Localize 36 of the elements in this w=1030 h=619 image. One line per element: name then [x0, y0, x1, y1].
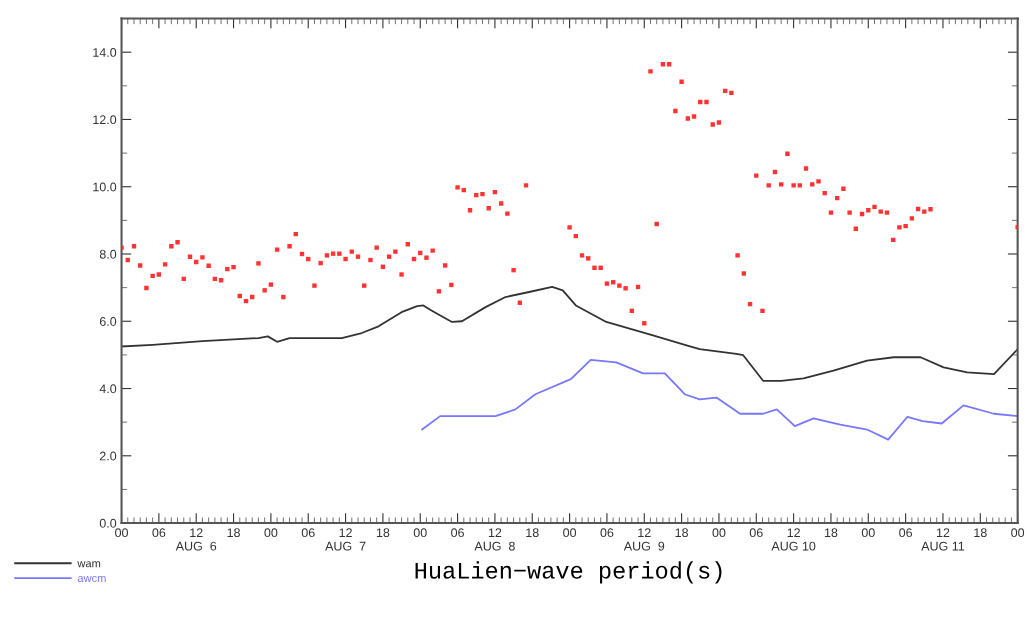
text: awcm	[77, 575, 106, 583]
x-tick-label: 18	[974, 528, 987, 538]
x-tick-label: 12 AUG 10	[771, 528, 816, 551]
x-tick-label: 12 AUG 7	[325, 528, 366, 551]
x-tick-label: 00	[264, 528, 278, 538]
x-tick-label: 18	[376, 528, 390, 538]
x-tick-label: 00	[861, 528, 875, 538]
x-tick-label: 00	[413, 528, 427, 538]
y-tick-label: 0.0	[99, 518, 117, 528]
x-tick-label: 06	[749, 528, 763, 538]
x-tick-label: 06	[152, 528, 166, 538]
x-tick-label: 18	[227, 528, 240, 538]
x-tick-label: 00	[1011, 528, 1025, 538]
x-tick-label: 12 AUG 11	[921, 528, 965, 551]
x-tick-label: 06	[301, 528, 315, 538]
x-axis-title: HuaLien−wave period(s)	[415, 561, 722, 584]
x-tick-label: 06	[451, 528, 464, 538]
text: wam	[77, 561, 101, 568]
x-tick-label: 12 AUG 9	[623, 528, 665, 551]
y-tick-label: 6.0	[99, 317, 117, 326]
y-tick-label: 8.0	[99, 249, 117, 259]
x-tick-label: 12 AUG 8	[474, 528, 515, 551]
x-tick-label: 18	[824, 528, 838, 538]
x-tick-label: 12 AUG 6	[175, 528, 217, 551]
x-tick-label: 06	[600, 528, 614, 538]
y-tick-label: 14.0	[93, 48, 117, 57]
y-tick-label: 10.0	[93, 182, 117, 192]
y-tick-label: 2.0	[99, 451, 117, 461]
x-tick-label: 00	[115, 528, 128, 538]
x-tick-label: 06	[899, 528, 913, 538]
y-tick-label: 4.0	[99, 384, 117, 394]
x-tick-label: 00	[712, 528, 726, 538]
x-tick-label: 18	[526, 528, 539, 538]
y-tick-label: 12.0	[93, 115, 117, 125]
x-tick-label: 18	[675, 528, 689, 538]
x-tick-label: 00	[563, 528, 577, 538]
